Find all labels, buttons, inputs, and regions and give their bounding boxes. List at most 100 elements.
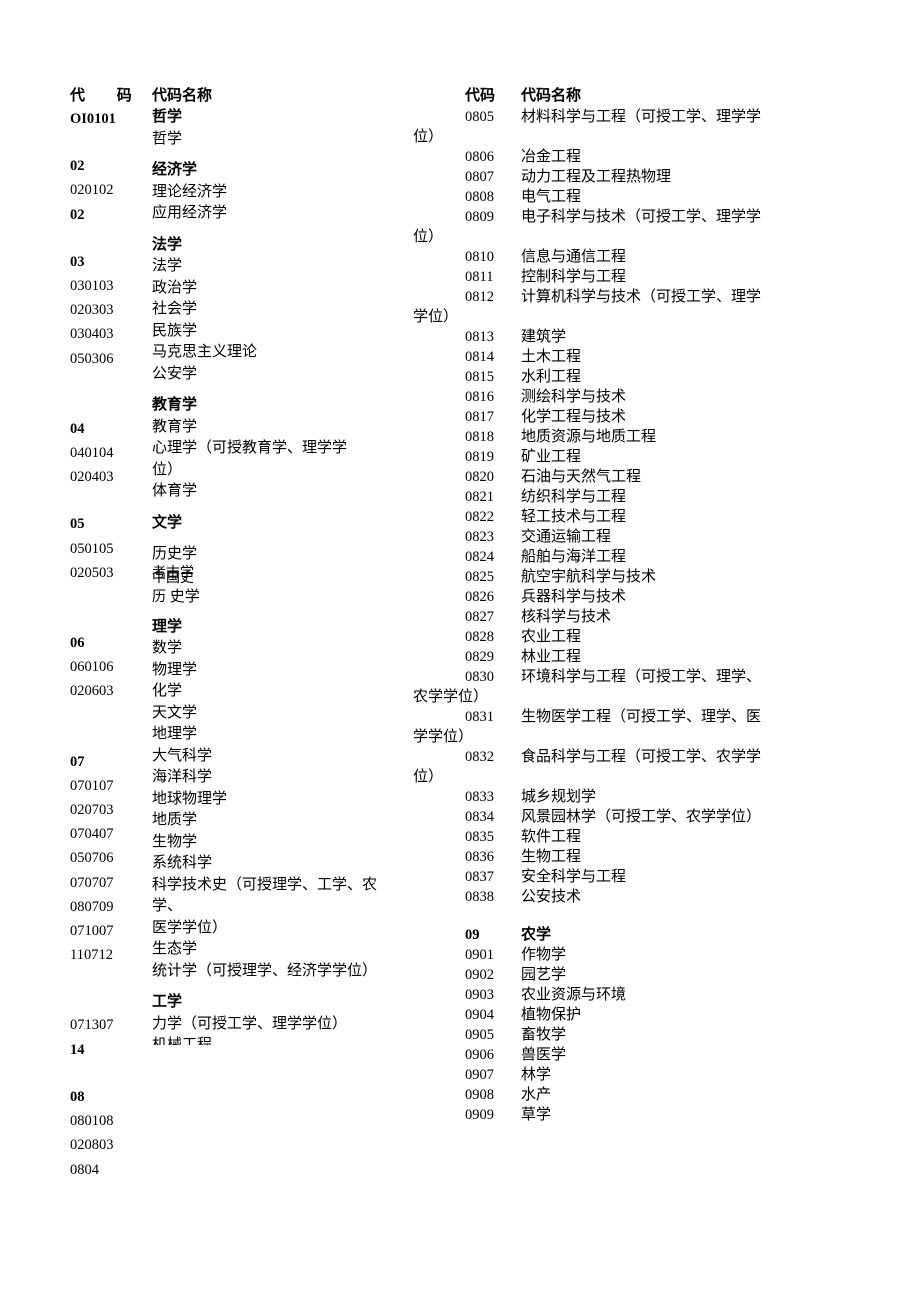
code-cell: 080709 bbox=[70, 895, 152, 919]
code-cell: 0812 bbox=[465, 287, 521, 307]
code-cell: 020603 bbox=[70, 679, 152, 703]
subject-name: 动力工程及工程热物理 bbox=[521, 167, 860, 187]
subject-name: 农业工程 bbox=[521, 627, 860, 647]
code-cell bbox=[70, 585, 152, 608]
code-cell: 0823 bbox=[465, 527, 521, 547]
subject-name bbox=[152, 534, 465, 544]
code-cell: 030403 bbox=[70, 322, 152, 346]
subject-name: 兽医学 bbox=[521, 1045, 860, 1065]
subject-name: 建筑学 bbox=[521, 327, 860, 347]
subject-name: 生物医学工程（可授工学、理学、医 bbox=[521, 707, 860, 727]
subject-name: 土木工程 bbox=[521, 347, 860, 367]
code-cell: 020503 bbox=[70, 561, 152, 585]
code-cell: 0805 bbox=[465, 107, 521, 127]
code-cell: 04 bbox=[70, 417, 152, 441]
subject-name: 地质资源与地质工程 bbox=[521, 427, 860, 447]
subject-name: 大气科学 bbox=[152, 746, 465, 768]
code-cell: 0807 bbox=[465, 167, 521, 187]
code-cell: 0838 bbox=[465, 887, 521, 907]
left-code-column: 代 码 OI0101 0202010202 030301030203030304… bbox=[70, 85, 152, 1261]
code-cell bbox=[70, 227, 152, 250]
page: 代 码 OI0101 0202010202 030301030203030304… bbox=[0, 0, 920, 1301]
code-cell: 0819 bbox=[465, 447, 521, 467]
code-cell: 080108 bbox=[70, 1109, 152, 1133]
subject-name: 计算机科学与技术（可授工学、理学 bbox=[521, 287, 860, 307]
left-column: 代 码 OI0101 0202010202 030301030203030304… bbox=[70, 85, 465, 1261]
subject-name: 畜牧学 bbox=[521, 1025, 860, 1045]
code-cell: 0826 bbox=[465, 587, 521, 607]
code-cell: 0830 bbox=[465, 667, 521, 687]
wrap-line: 位） bbox=[413, 227, 860, 247]
code-cell: 050706 bbox=[70, 846, 152, 870]
left-name-header: 代码名称 bbox=[152, 85, 465, 107]
subject-name bbox=[152, 982, 465, 992]
subject-name: 石油与天然气工程 bbox=[521, 467, 860, 487]
code-cell: 050306 bbox=[70, 347, 152, 371]
code-cell: 0818 bbox=[465, 427, 521, 447]
code-cell: 070707 bbox=[70, 871, 152, 895]
code-cell: 02 bbox=[70, 154, 152, 178]
code-cell: 06 bbox=[70, 631, 152, 655]
code-cell: 071307 bbox=[70, 1013, 152, 1037]
category-name: 经济学 bbox=[152, 160, 465, 182]
subject-name: 地质学 bbox=[152, 810, 465, 832]
subject-name: 轻工技术与工程 bbox=[521, 507, 860, 527]
subject-name: 教育学 bbox=[152, 417, 465, 439]
code-cell: 0901 bbox=[465, 945, 521, 965]
code-cell: 0827 bbox=[465, 607, 521, 627]
subject-name: 历 史学 bbox=[152, 588, 465, 607]
subject-name: 船舶与海洋工程 bbox=[521, 547, 860, 567]
code-cell: 071007 bbox=[70, 919, 152, 943]
subject-name: 系统科学 bbox=[152, 853, 465, 875]
subject-name: 学、 bbox=[152, 896, 465, 918]
wrap-line: 农学学位） bbox=[413, 687, 860, 707]
subject-name: 位） bbox=[152, 460, 465, 482]
code-cell: 0828 bbox=[465, 627, 521, 647]
subject-name: 地球物理学 bbox=[152, 789, 465, 811]
code-cell: 0836 bbox=[465, 847, 521, 867]
code-cell: 070107 bbox=[70, 774, 152, 798]
code-cell: 020303 bbox=[70, 298, 152, 322]
code-cell: 0834 bbox=[465, 807, 521, 827]
subject-name: 纺织科学与工程 bbox=[521, 487, 860, 507]
subject-name bbox=[152, 150, 465, 160]
code-cell bbox=[70, 371, 152, 394]
code-cell: 0904 bbox=[465, 1005, 521, 1025]
code-cell bbox=[70, 608, 152, 631]
code-cell: 050105 bbox=[70, 537, 152, 561]
subject-name: 统计学（可授理学、经济学学位） bbox=[152, 961, 465, 983]
code-cell: 07 bbox=[70, 750, 152, 774]
code-cell: 0902 bbox=[465, 965, 521, 985]
subject-name: 历史学 bbox=[152, 544, 465, 566]
subject-name: 电气工程 bbox=[521, 187, 860, 207]
code-cell: 0814 bbox=[465, 347, 521, 367]
category-name: 教育学 bbox=[152, 395, 465, 417]
subject-name: 法学 bbox=[152, 256, 465, 278]
left-code-header: 代 码 bbox=[70, 85, 152, 107]
code-cell: 09 bbox=[465, 925, 521, 945]
right-code-column: 代码 0805 0806080708080809 081008110812 08… bbox=[465, 85, 521, 1261]
code-cell: 05 bbox=[70, 512, 152, 536]
code-cell: 0815 bbox=[465, 367, 521, 387]
code-cell: 08 bbox=[70, 1085, 152, 1109]
subject-name: 食品科学与工程（可授工学、农学学 bbox=[521, 747, 860, 767]
subject-name: 科学技术史（可授理学、工学、农 bbox=[152, 875, 465, 897]
code-cell: 020102 bbox=[70, 178, 152, 202]
code-cell: 03 bbox=[70, 250, 152, 274]
subject-name: 理论经济学 bbox=[152, 182, 465, 204]
code-cell: 0908 bbox=[465, 1085, 521, 1105]
code-cell: 0810 bbox=[465, 247, 521, 267]
code-cell bbox=[70, 727, 152, 750]
subject-name: 材料科学与工程（可授工学、理学学 bbox=[521, 107, 860, 127]
category-name: 文学 bbox=[152, 513, 465, 535]
subject-name: 交通运输工程 bbox=[521, 527, 860, 547]
code-cell: 0907 bbox=[465, 1065, 521, 1085]
subject-name bbox=[152, 503, 465, 513]
subject-name: 公安学 bbox=[152, 364, 465, 386]
subject-name: 安全科学与工程 bbox=[521, 867, 860, 887]
subject-name: 控制科学与工程 bbox=[521, 267, 860, 287]
code-cell bbox=[70, 967, 152, 990]
subject-name bbox=[152, 607, 465, 617]
subject-name: 信息与通信工程 bbox=[521, 247, 860, 267]
code-cell: 0813 bbox=[465, 327, 521, 347]
